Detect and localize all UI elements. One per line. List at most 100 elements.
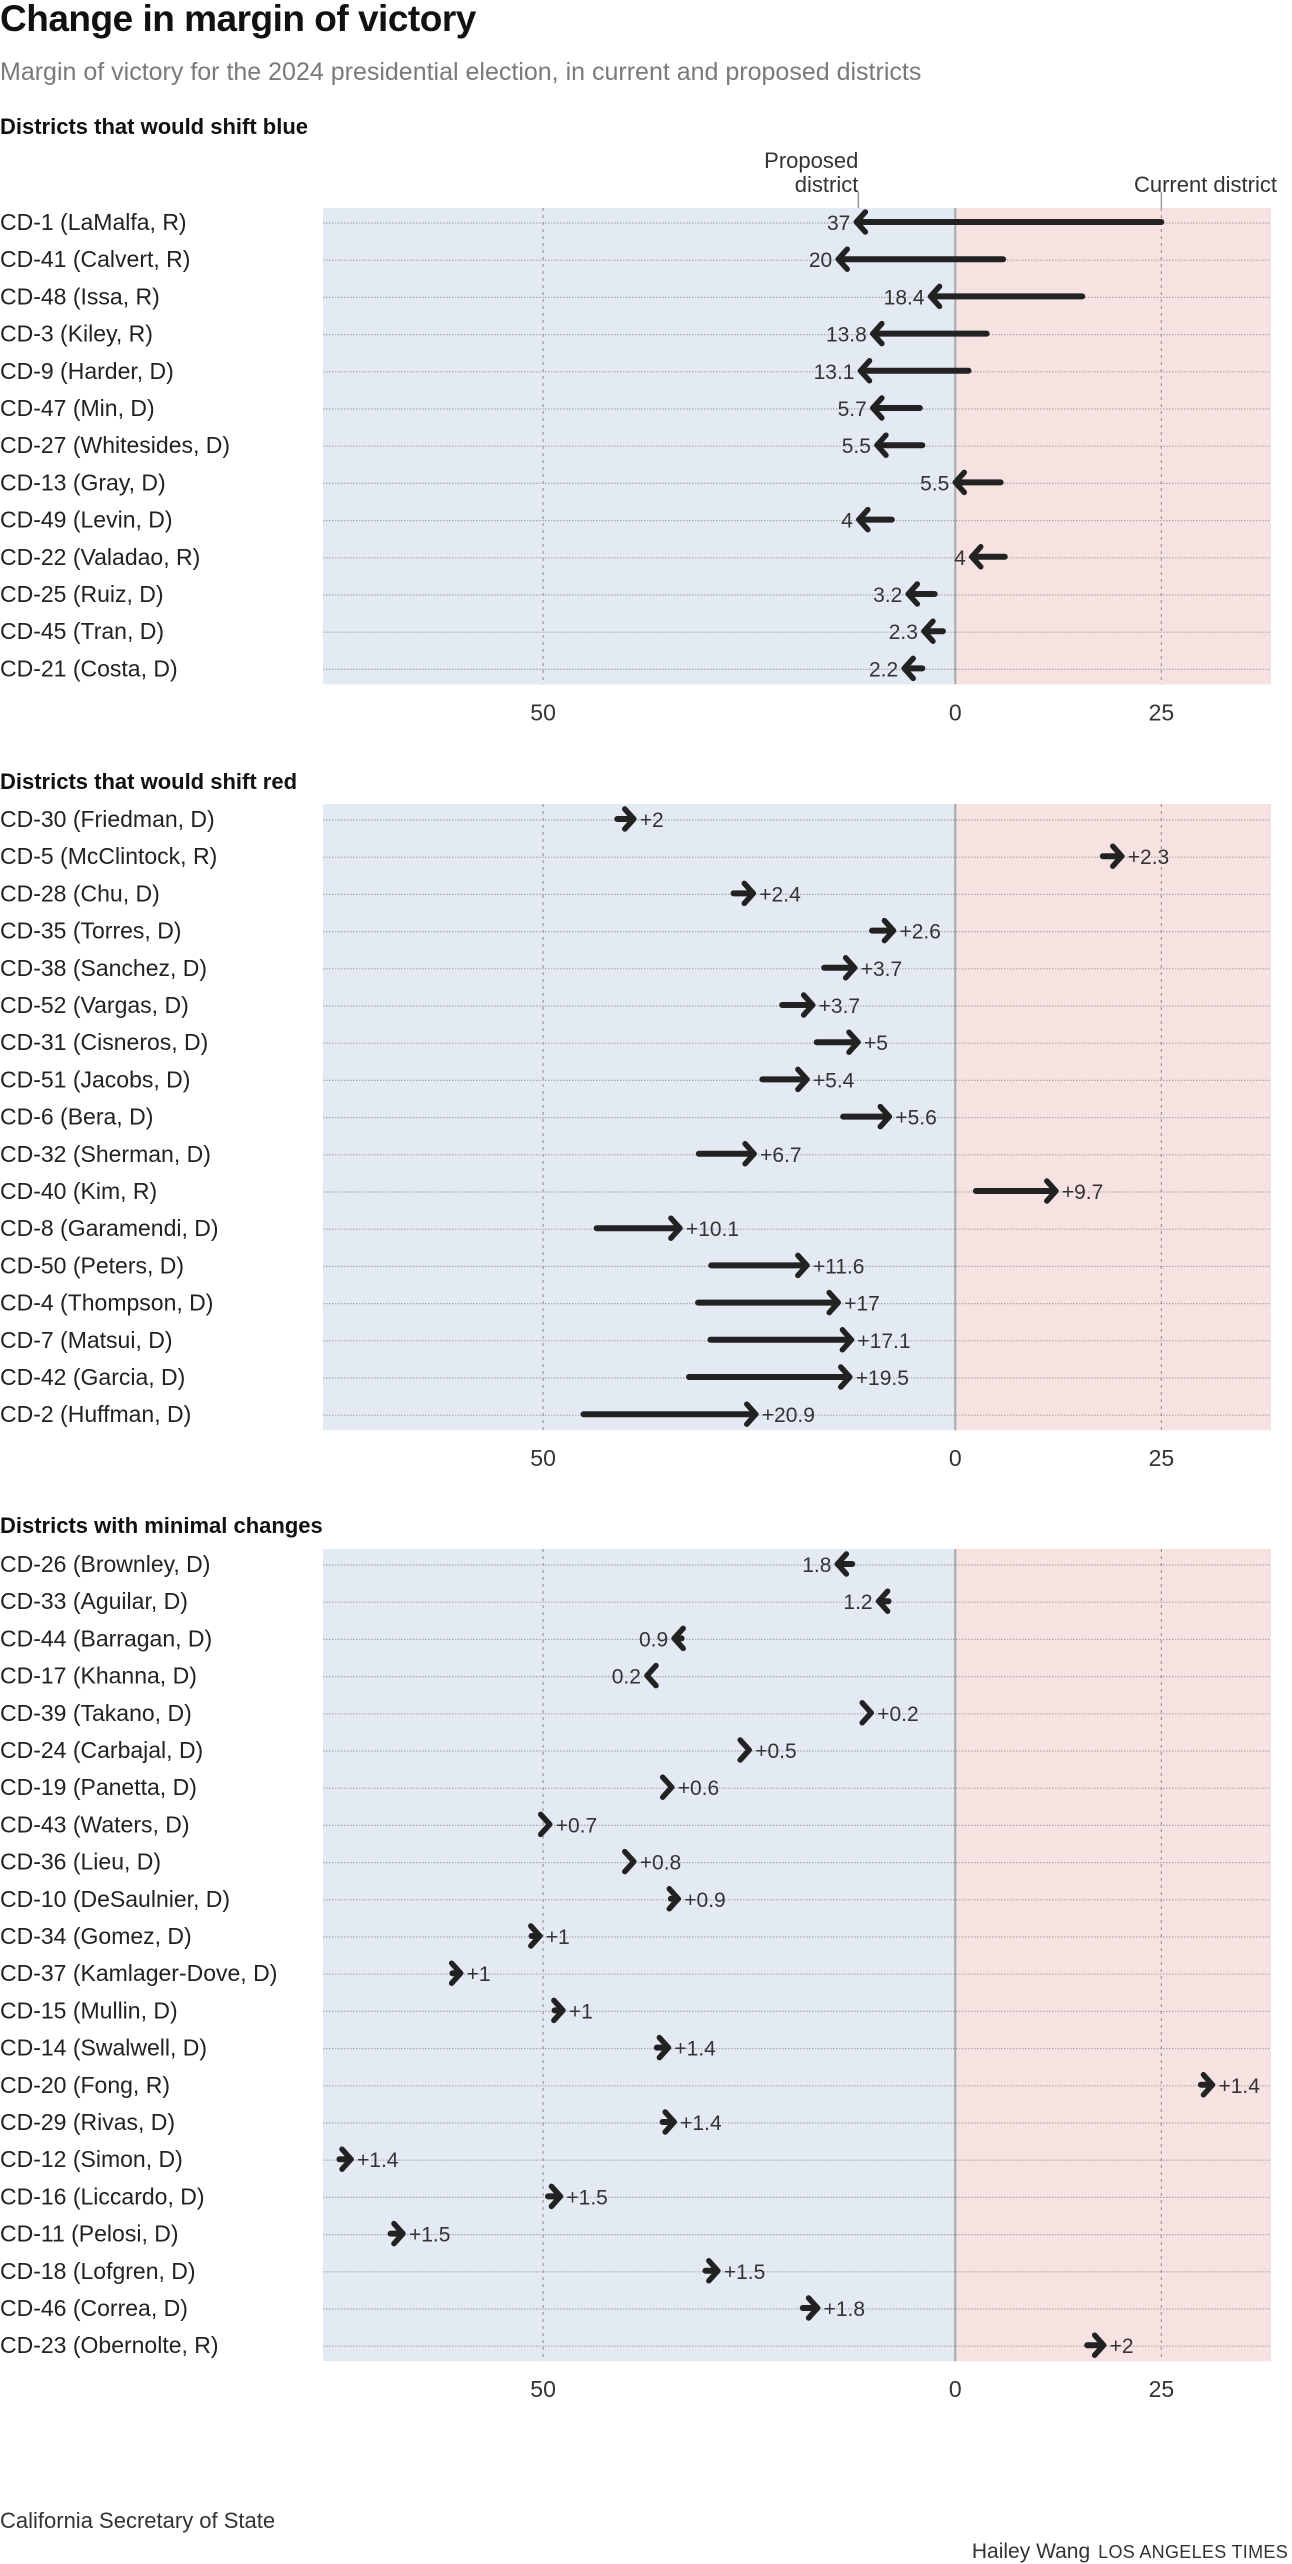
change-value-label: +3.7 [861, 958, 902, 981]
change-value-label: +9.7 [1062, 1181, 1103, 1204]
change-arrow [695, 1289, 841, 1316]
change-arrow [869, 917, 897, 944]
arrow-head [856, 506, 871, 533]
change-arrow [759, 1066, 810, 1093]
change-value-label: +5.6 [895, 1107, 936, 1130]
arrow-head [622, 1848, 637, 1875]
change-value-label: 2.2 [869, 658, 898, 681]
change-arrow [580, 1401, 759, 1427]
change-value-label: +2 [640, 809, 664, 832]
change-value-label: +1.4 [680, 2112, 722, 2135]
district-label: CD-36 (Lieu, D) [0, 1849, 161, 1875]
district-label: CD-10 (DeSaulnier, D) [0, 1886, 230, 1912]
democratic-side-background [323, 1549, 956, 2362]
change-value-label: +1.5 [724, 2261, 765, 2284]
district-label: CD-40 (Kim, R) [0, 1178, 157, 1204]
change-value-label: +17 [844, 1293, 880, 1316]
change-arrow [659, 1774, 675, 1800]
change-value-label: 5.7 [838, 398, 867, 421]
arrow-head [668, 1215, 683, 1241]
change-arrow [779, 992, 816, 1018]
change-value-label: 20 [809, 249, 832, 272]
change-value-label: 3.2 [873, 584, 902, 607]
arrow-head [842, 955, 858, 981]
arrow-head [859, 1700, 874, 1726]
arrow-head [835, 246, 850, 272]
arrow-head [874, 432, 889, 458]
change-arrow [856, 506, 895, 533]
change-arrow [551, 1997, 566, 2024]
proposed-legend-label: Proposed [764, 148, 858, 173]
x-tick-label: 25 [1149, 699, 1175, 725]
change-arrow [545, 2183, 564, 2210]
arrow-head [742, 1141, 757, 1167]
arrow-head [656, 2034, 672, 2061]
arrow-head [805, 2295, 821, 2321]
arrow-head [927, 283, 943, 310]
arrow-head [795, 1252, 810, 1279]
district-label: CD-28 (Chu, D) [0, 880, 160, 906]
change-value-label: 2.3 [889, 621, 918, 644]
change-value-label: 4 [841, 510, 853, 533]
district-label: CD-27 (Whitesides, D) [0, 432, 230, 458]
change-value-label: 37 [827, 212, 850, 235]
district-label: CD-23 (Obernolte, R) [0, 2332, 219, 2358]
arrow-head [901, 655, 916, 682]
district-label: CD-11 (Pelosi, D) [0, 2221, 179, 2247]
change-value-label: +1.4 [1218, 2075, 1260, 2098]
district-label: CD-20 (Fong, R) [0, 2072, 170, 2098]
arrow-head [537, 1811, 553, 1838]
change-arrow [799, 2295, 821, 2321]
arrow-head [838, 1364, 853, 1390]
arrow-head [921, 618, 936, 644]
change-value-label: +5.4 [813, 1069, 855, 1092]
current-legend-label: Current district [1134, 172, 1277, 197]
arrow-head [339, 2146, 354, 2172]
change-value-label: +6.7 [760, 1144, 801, 1167]
district-label: CD-42 (Garcia, D) [0, 1364, 185, 1390]
arrow-head [744, 1401, 759, 1427]
district-label: CD-38 (Sanchez, D) [0, 955, 207, 981]
change-value-label: +2 [1110, 2335, 1134, 2358]
district-label: CD-35 (Torres, D) [0, 918, 181, 944]
change-value-label: +1.4 [674, 2038, 716, 2061]
district-label: CD-2 (Huffman, D) [0, 1401, 191, 1427]
arrow-head [662, 2109, 677, 2135]
source-note: California Secretary of State [0, 2508, 276, 2533]
arrow-head [905, 581, 921, 607]
arrow-head [881, 917, 897, 944]
change-value-label: +2.3 [1128, 846, 1169, 869]
change-arrow [707, 1327, 855, 1353]
change-arrow [870, 395, 923, 421]
change-value-label: 5.5 [920, 472, 949, 495]
arrow-head [875, 1588, 891, 1614]
change-value-label: +3.7 [819, 995, 860, 1018]
arrow-head [877, 1103, 893, 1130]
change-arrow [1084, 2332, 1107, 2358]
change-arrow [622, 1848, 637, 1875]
district-label: CD-47 (Min, D) [0, 395, 155, 421]
x-tick-label: 25 [1149, 1445, 1175, 1471]
change-value-label: +0.9 [684, 1889, 725, 1912]
arrow-head [1091, 2332, 1107, 2358]
change-arrow [874, 432, 926, 458]
arrow-head [826, 1289, 841, 1316]
change-value-label: +1.5 [409, 2224, 450, 2247]
change-arrow [859, 1700, 874, 1726]
district-label: CD-16 (Liccardo, D) [0, 2183, 205, 2209]
change-value-label: 0.9 [639, 1628, 668, 1651]
change-arrow [614, 806, 637, 832]
district-label: CD-39 (Takano, D) [0, 1700, 192, 1726]
change-value-label: +10.1 [686, 1218, 739, 1241]
proposed-legend-label: district [795, 172, 859, 197]
district-label: CD-25 (Ruiz, D) [0, 581, 164, 607]
district-label: CD-49 (Levin, D) [0, 507, 173, 533]
district-label: CD-26 (Brownley, D) [0, 1551, 210, 1577]
change-value-label: 13.1 [814, 361, 855, 384]
district-label: CD-17 (Khanna, D) [0, 1663, 197, 1689]
change-arrow [921, 618, 946, 644]
district-label: CD-19 (Panetta, D) [0, 1774, 197, 1800]
district-label: CD-48 (Issa, R) [0, 283, 160, 309]
x-tick-label: 0 [949, 2376, 962, 2402]
district-label: CD-24 (Carbajal, D) [0, 1737, 203, 1763]
